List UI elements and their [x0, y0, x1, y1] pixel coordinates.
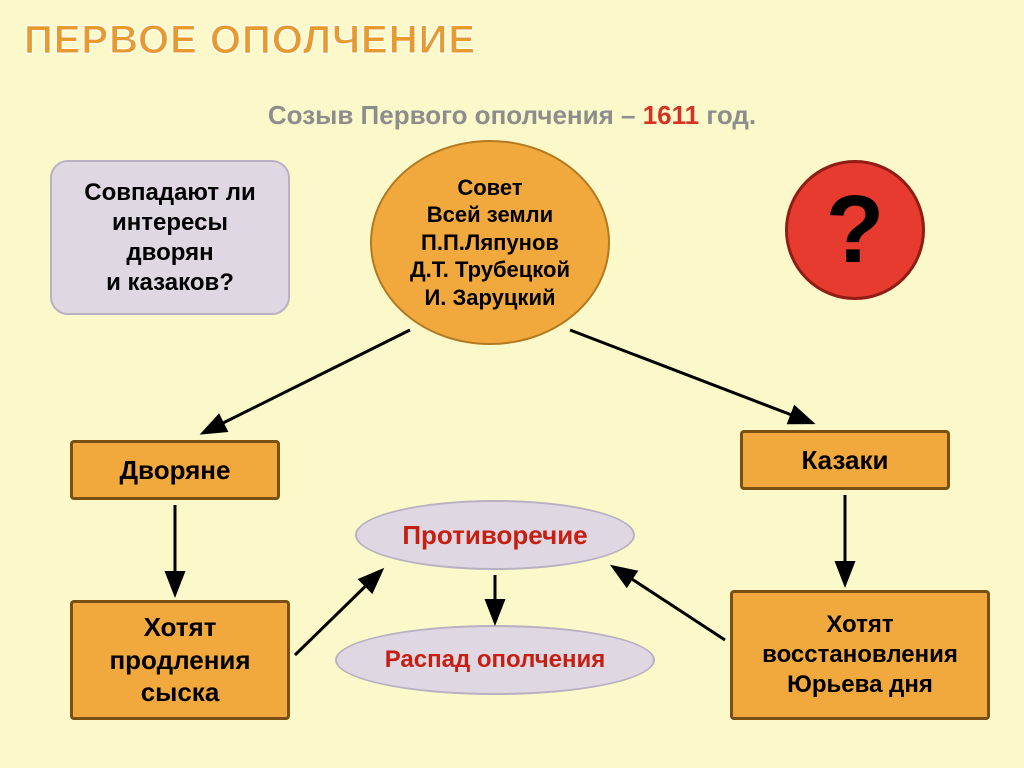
main-title: ПЕРВОЕ ОПОЛЧЕНИЕ — [24, 18, 476, 63]
subtitle: Созыв Первого ополчения – 1611 год. — [0, 100, 1024, 131]
node-council: СоветВсей землиП.П.ЛяпуновД.Т. Трубецкой… — [370, 140, 610, 345]
node-collapse: Распад ополчения — [335, 625, 655, 695]
node-want_search: Хотятпродлениясыска — [70, 600, 290, 720]
node-qmark: ? — [785, 160, 925, 300]
node-want_yuriev: ХотятвосстановленияЮрьева дня — [730, 590, 990, 720]
node-cossacks: Казаки — [740, 430, 950, 490]
node-contradiction: Противоречие — [355, 500, 635, 570]
node-nobles: Дворяне — [70, 440, 280, 500]
node-question_box: Совпадают лиинтересыдворяни казаков? — [50, 160, 290, 315]
